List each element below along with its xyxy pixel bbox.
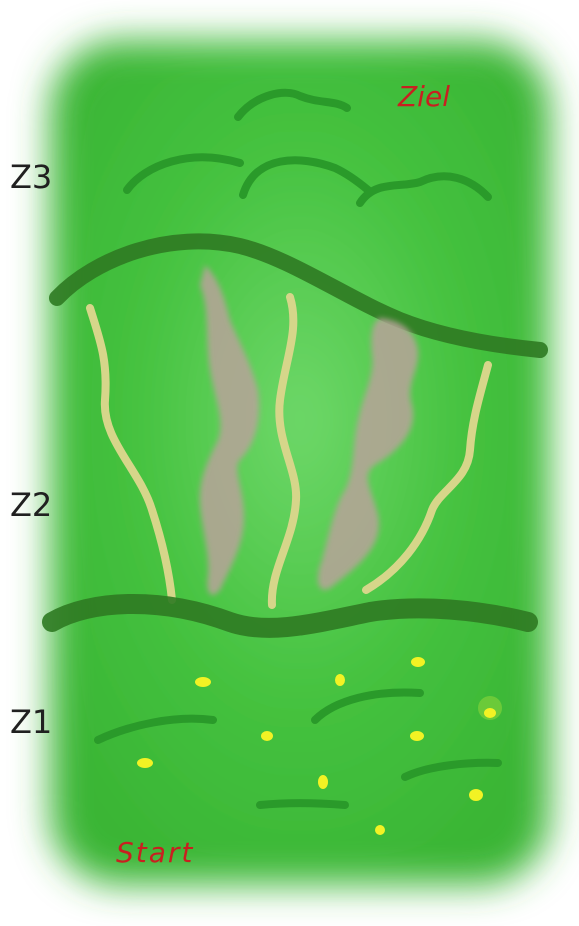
rock-formation bbox=[317, 318, 419, 590]
flower bbox=[484, 708, 496, 718]
start-label: Start bbox=[116, 836, 194, 869]
flower bbox=[137, 758, 153, 768]
grass-line bbox=[401, 758, 502, 781]
flower bbox=[469, 789, 483, 801]
flower bbox=[411, 657, 425, 667]
ridge-top bbox=[49, 233, 548, 358]
zone3-bushes bbox=[123, 88, 492, 207]
grass-line bbox=[311, 688, 424, 724]
flower bbox=[410, 731, 424, 741]
flower bbox=[335, 674, 345, 686]
flower bbox=[375, 825, 385, 835]
zone1-flowers bbox=[137, 657, 502, 835]
zone1-grass bbox=[94, 688, 502, 809]
grass-line bbox=[94, 714, 217, 744]
bush-line bbox=[123, 153, 244, 194]
flower bbox=[195, 677, 211, 687]
ridge-bottom bbox=[42, 594, 538, 638]
winding-path bbox=[362, 361, 492, 594]
winding-path bbox=[267, 293, 301, 609]
zone2-rocks bbox=[199, 265, 419, 595]
zone3-label: Z3 bbox=[10, 158, 52, 196]
bush-line bbox=[234, 88, 351, 121]
grass-line bbox=[256, 799, 349, 809]
zone1-label: Z1 bbox=[10, 703, 52, 741]
bush-line bbox=[239, 156, 372, 199]
grass-field bbox=[50, 40, 550, 885]
zone2-label: Z2 bbox=[10, 486, 52, 524]
rock-formation bbox=[199, 265, 260, 595]
winding-path bbox=[86, 304, 176, 604]
flower bbox=[261, 731, 273, 741]
zone2-paths bbox=[86, 293, 492, 609]
goal-label: Ziel bbox=[397, 80, 450, 113]
flower bbox=[318, 775, 328, 789]
bush-line bbox=[356, 172, 492, 207]
